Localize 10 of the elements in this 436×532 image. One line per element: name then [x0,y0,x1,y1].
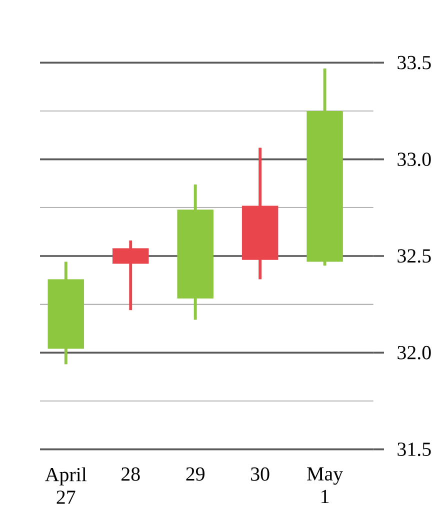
x-tick-label: April 27 [45,467,87,504]
x-tick-label: 30 [251,467,270,481]
y-tick-label: 33.5 [398,56,431,70]
y-tick-label: 32.0 [398,346,431,360]
x-tick-label: 28 [122,467,140,481]
y-tick-label: 31.5 [398,442,431,456]
x-tick-label: May 1 [307,467,343,503]
x-tick-label: 29 [186,467,204,481]
y-tick-label: 33.0 [398,152,431,166]
y-tick-label: 32.5 [398,249,431,263]
